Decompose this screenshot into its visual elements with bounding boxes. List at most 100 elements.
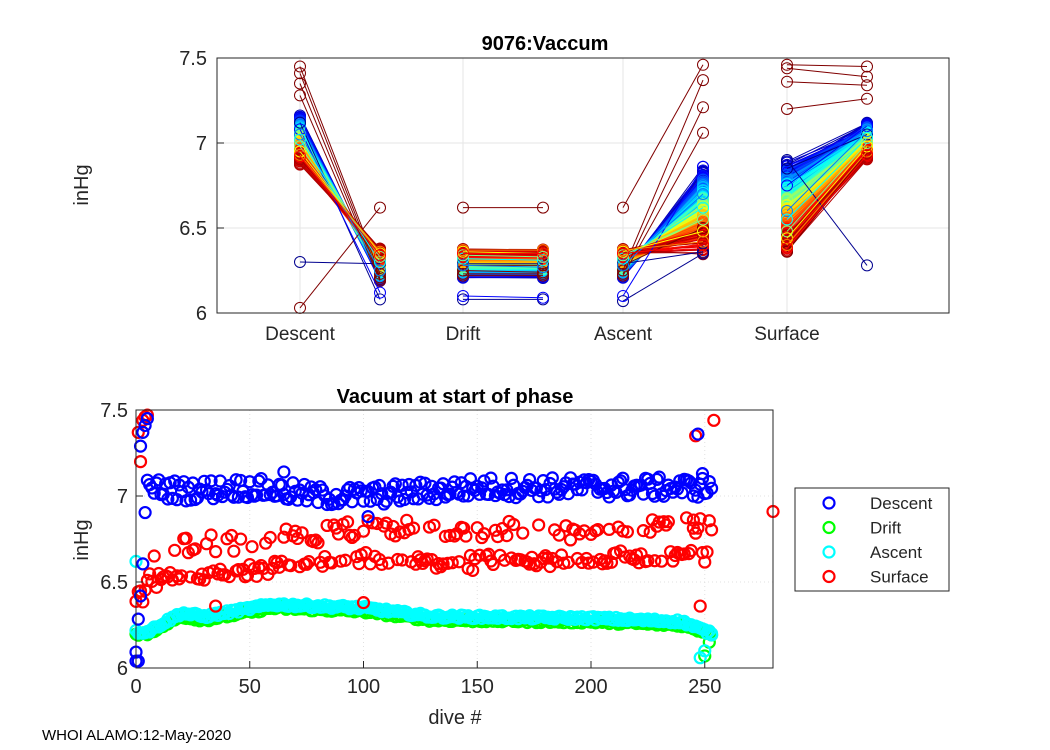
legend-label-descent: Descent (870, 494, 933, 513)
dive-end-marker (374, 201, 386, 214)
dive-start-marker (294, 133, 306, 146)
bottom-xlabel: dive # (428, 707, 482, 729)
scatter-point-descent (281, 492, 296, 506)
scatter-point-descent (131, 612, 145, 626)
dive-end-marker (374, 267, 386, 280)
dive-start-marker (781, 245, 793, 258)
scatter-point-surface (227, 544, 241, 558)
scatter-point-surface (174, 569, 189, 583)
scatter-point-surface (136, 595, 150, 609)
scatter-point-surface (377, 519, 391, 533)
dive-line (462, 270, 544, 273)
dive-start-marker (294, 116, 306, 129)
dive-start-marker (781, 213, 793, 226)
dive-end-marker (537, 291, 549, 304)
dive-start-marker (457, 293, 469, 306)
scatter-point-descent (363, 494, 377, 508)
bottom-scatter-plot: 6 6.5 7 7.5 0 50 100 150 200 250 Vacuum at start … (71, 386, 950, 729)
top-xtick-label: Surface (754, 324, 819, 345)
dive-start-marker (617, 201, 629, 214)
dive-line (786, 134, 868, 169)
dive-end-marker (861, 259, 873, 272)
top-xtick-label: Descent (265, 324, 335, 345)
dive-start-marker (781, 242, 793, 255)
scatter-outlier-descent (691, 427, 705, 441)
scatter-point-surface (391, 552, 405, 567)
scatter-point-descent (704, 481, 719, 495)
scatter-point-surface (500, 529, 514, 543)
scatter-point-descent (472, 487, 487, 501)
scatter-point-descent (418, 476, 432, 490)
scatter-point-descent (652, 470, 666, 484)
scatter-point-surface (459, 529, 473, 543)
dive-line (622, 219, 704, 256)
scatter-outlier-surface (133, 455, 148, 469)
scatter-point-surface (598, 554, 612, 568)
dive-start-marker (294, 60, 306, 73)
scatter-point-surface (370, 516, 384, 531)
dive-end-marker (697, 247, 709, 260)
footer-stamp: WHOI ALAMO:12-May-2020 (42, 727, 232, 744)
dive-end-marker (374, 264, 386, 277)
scatter-point-surface (325, 556, 339, 570)
dive-line (622, 166, 704, 297)
dive-line (462, 276, 544, 278)
dive-line (299, 154, 381, 253)
scatter-point-descent (161, 492, 175, 506)
dive-end-marker (697, 58, 709, 71)
scatter-point-surface (595, 557, 609, 571)
scatter-point-surface (452, 555, 466, 569)
scatter-point-surface (400, 513, 414, 527)
scatter-outlier-descent (140, 412, 154, 426)
dive-line (622, 244, 704, 254)
dive-line (786, 122, 868, 162)
dive-line (786, 151, 868, 246)
scatter-point-descent (184, 493, 198, 507)
dive-line (786, 137, 868, 220)
bottom-xtick-label: 0 (130, 676, 141, 698)
dive-line (786, 154, 868, 249)
dive-start-marker (294, 77, 306, 90)
scatter-point-descent (386, 479, 400, 493)
dive-line (786, 81, 868, 86)
dive-start-marker (457, 269, 469, 282)
bottom-axes-frame (135, 409, 774, 669)
bottom-ticks: 6 6.5 7 7.5 0 50 100 150 200 250 (100, 400, 721, 698)
top-ticks: 6 6.5 7 7.5 Descent Drift Ascent Surface (179, 48, 820, 345)
scatter-point-surface (179, 531, 193, 545)
dive-line (622, 193, 704, 266)
dive-end-marker (697, 222, 709, 234)
dive-start-marker (457, 201, 469, 214)
dive-end-marker (537, 254, 549, 267)
scatter-point-surface (300, 557, 314, 571)
dive-line (786, 159, 868, 266)
dive-line (462, 254, 544, 258)
bottom-ylabel: inHg (71, 519, 93, 560)
scatter-point-surface (552, 528, 566, 542)
dive-start-marker (457, 259, 469, 272)
scatter-point-surface (427, 518, 441, 532)
scatter-point-surface (309, 533, 323, 547)
scatter-point-descent (682, 474, 696, 488)
scatter-point-surface (661, 515, 675, 529)
scatter-point-surface (632, 556, 646, 570)
scatter-point-surface (693, 512, 707, 526)
dive-line (462, 264, 544, 268)
scatter-point-surface (641, 554, 655, 568)
scatter-outlier-surface (693, 599, 707, 613)
bottom-points (129, 408, 780, 668)
scatter-point-surface (395, 553, 409, 567)
dive-start-marker (294, 153, 306, 166)
dive-line (462, 253, 544, 256)
dive-end-marker (697, 74, 709, 87)
scatter-point-surface (345, 530, 359, 545)
scatter-point-surface (231, 562, 245, 577)
scatter-point-surface (188, 542, 202, 556)
dive-end-marker (697, 188, 709, 200)
bottom-xtick-label: 250 (688, 676, 721, 698)
dive-end-marker (697, 101, 709, 114)
scatter-point-surface (602, 522, 616, 537)
scatter-point-surface (379, 516, 393, 530)
scatter-point-surface (356, 524, 371, 538)
scatter-point-descent (138, 505, 152, 520)
